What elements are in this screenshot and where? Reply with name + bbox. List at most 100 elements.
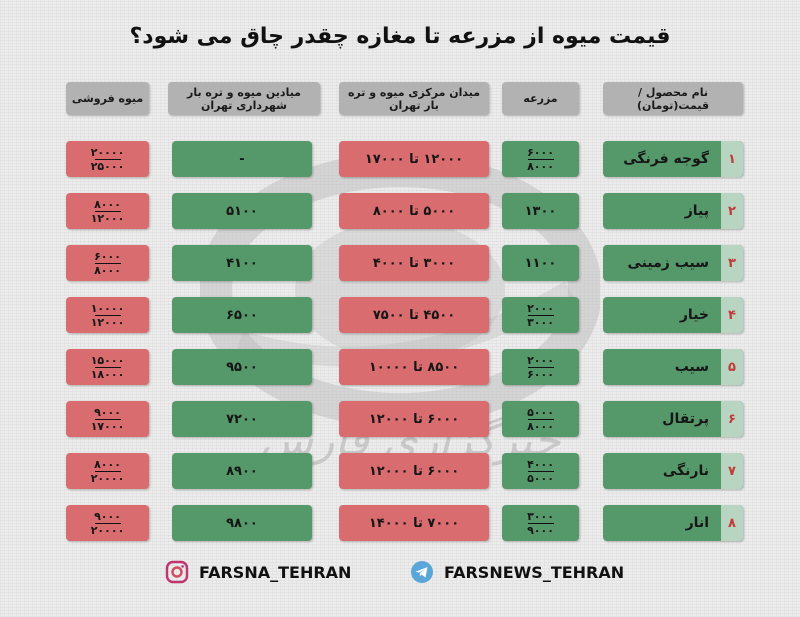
fraction-divider [94,522,121,524]
farm-low-value: ۸۰۰۰ [527,419,554,433]
fraction-divider [94,366,121,368]
municipal-market-price: ۵۱۰۰ [226,203,258,219]
municipal-market-price: ۹۸۰۰ [226,515,258,531]
farm-price-cell: ۱۳۰۰ [502,193,579,229]
row-number: ۲ [721,193,743,229]
fraction-divider [527,522,554,524]
retail-low-value: ۱۲۰۰۰ [90,315,125,329]
retail-low-value: ۱۸۰۰۰ [90,367,125,381]
retail-low-value: ۸۰۰۰ [94,263,121,277]
central-market-price: ۵۰۰۰ تا ۸۰۰۰ [372,203,456,219]
farm-price-cell: ۶۰۰۰ ۸۰۰۰ [502,141,579,177]
fraction-divider [527,314,554,316]
product-name-cell: ۵ سیب [603,349,743,385]
retail-price-cell: ۸۰۰۰ ۲۰۰۰۰ [66,453,149,489]
municipal-market-price: ۶۵۰۰ [226,307,258,323]
central-market-price: ۳۰۰۰ تا ۴۰۰۰ [372,255,456,271]
municipal-market-price-cell: ۴۱۰۰ [172,245,312,281]
retail-low-value: ۲۰۰۰۰ [90,523,125,537]
retail-price-cell: ۲۰۰۰۰ ۲۵۰۰۰ [66,141,149,177]
farm-high-value: ۴۰۰۰ [527,457,554,471]
product-name: پیاز [684,203,709,219]
farm-price-cell: ۱۱۰۰ [502,245,579,281]
fraction-divider [94,262,121,264]
retail-high-value: ۹۰۰۰ [94,405,121,419]
farm-price-cell: ۳۰۰۰ ۹۰۰۰ [502,505,579,541]
row-number: ۸ [721,505,743,541]
retail-high-value: ۱۰۰۰۰ [90,301,125,315]
municipal-market-price: ۹۵۰۰ [226,359,258,375]
retail-price-cell: ۶۰۰۰ ۸۰۰۰ [66,245,149,281]
municipal-market-price-cell: ۶۵۰۰ [172,297,312,333]
farm-high-value: ۲۰۰۰ [527,353,554,367]
farm-low-value: ۵۰۰۰ [527,471,554,485]
retail-low-value: ۱۷۰۰۰ [90,419,125,433]
retail-price-cell: ۹۰۰۰ ۲۰۰۰۰ [66,505,149,541]
central-market-price: ۱۲۰۰۰ تا ۱۷۰۰۰ [364,151,464,167]
fraction-divider [527,418,554,420]
product-name: خیار [679,307,709,323]
central-market-price: ۴۵۰۰ تا ۷۵۰۰ [372,307,456,323]
fraction-divider [94,158,121,160]
municipal-market-price: ۴۱۰۰ [226,255,258,271]
row-number: ۷ [721,453,743,489]
retail-high-value: ۶۰۰۰ [94,249,121,263]
product-name-cell: ۱ گوجه فرنگی [603,141,743,177]
farm-price-cell: ۲۰۰۰ ۳۰۰۰ [502,297,579,333]
instagram-handle[interactable]: FARSNA_TEHRAN [199,562,352,582]
product-name: گوجه فرنگی [623,151,709,167]
fraction-divider [527,158,554,160]
instagram-icon [165,560,189,584]
header-retail: میوه فروشی [66,82,149,115]
fraction-divider [94,470,121,472]
product-name-cell: ۶ پرتقال [603,401,743,437]
central-market-price-cell: ۸۵۰۰ تا ۱۰۰۰۰ [339,349,489,385]
central-market-price-cell: ۶۰۰۰ تا ۱۲۰۰۰ [339,453,489,489]
municipal-market-price: - [239,151,245,167]
row-number: ۵ [721,349,743,385]
municipal-market-price: ۷۲۰۰ [226,411,258,427]
farm-low-value: ۹۰۰۰ [527,523,554,537]
farm-high-value: ۶۰۰۰ [527,145,554,159]
header-product: نام محصول /قیمت(تومان) [603,82,743,115]
municipal-market-price: ۸۹۰۰ [226,463,258,479]
central-market-price-cell: ۶۰۰۰ تا ۱۲۰۰۰ [339,401,489,437]
central-market-price-cell: ۴۵۰۰ تا ۷۵۰۰ [339,297,489,333]
farm-low-value: ۶۰۰۰ [527,367,554,381]
product-name-cell: ۷ نارنگی [603,453,743,489]
central-market-price-cell: ۱۲۰۰۰ تا ۱۷۰۰۰ [339,141,489,177]
fraction-divider [94,210,121,212]
product-name: سیب [674,359,709,375]
retail-low-value: ۱۲۰۰۰ [90,211,125,225]
header-central-market: میدان مرکزی میوه و تره بار تهران [339,82,489,115]
retail-high-value: ۸۰۰۰ [94,197,121,211]
product-name-cell: ۴ خیار [603,297,743,333]
municipal-market-price-cell: ۹۵۰۰ [172,349,312,385]
product-name: سیب زمینی [627,255,710,271]
municipal-market-price-cell: ۸۹۰۰ [172,453,312,489]
page-title: قیمت میوه از مزرعه تا مغازه چقدر چاق می … [129,24,671,49]
retail-low-value: ۲۵۰۰۰ [90,159,125,173]
central-market-price: ۸۵۰۰ تا ۱۰۰۰۰ [368,359,460,375]
retail-high-value: ۱۵۰۰۰ [90,353,125,367]
product-name: نارنگی [662,463,709,479]
municipal-market-price-cell: ۵۱۰۰ [172,193,312,229]
telegram-handle[interactable]: FARSNEWS_TEHRAN [444,562,625,582]
row-number: ۶ [721,401,743,437]
central-market-price: ۶۰۰۰ تا ۱۲۰۰۰ [368,411,460,427]
retail-price-cell: ۱۵۰۰۰ ۱۸۰۰۰ [66,349,149,385]
farm-low-value: ۸۰۰۰ [527,159,554,173]
product-name: انار [685,515,709,531]
central-market-price-cell: ۵۰۰۰ تا ۸۰۰۰ [339,193,489,229]
farm-price: ۱۱۰۰ [524,255,557,271]
fraction-divider [527,470,554,472]
municipal-market-price-cell: ۹۸۰۰ [172,505,312,541]
central-market-price-cell: ۳۰۰۰ تا ۴۰۰۰ [339,245,489,281]
farm-high-value: ۵۰۰۰ [527,405,554,419]
fraction-divider [94,418,121,420]
municipal-market-price-cell: ۷۲۰۰ [172,401,312,437]
central-market-price: ۷۰۰۰ تا ۱۴۰۰۰ [368,515,460,531]
product-name-cell: ۲ پیاز [603,193,743,229]
farm-price-cell: ۴۰۰۰ ۵۰۰۰ [502,453,579,489]
product-name-cell: ۳ سیب زمینی [603,245,743,281]
